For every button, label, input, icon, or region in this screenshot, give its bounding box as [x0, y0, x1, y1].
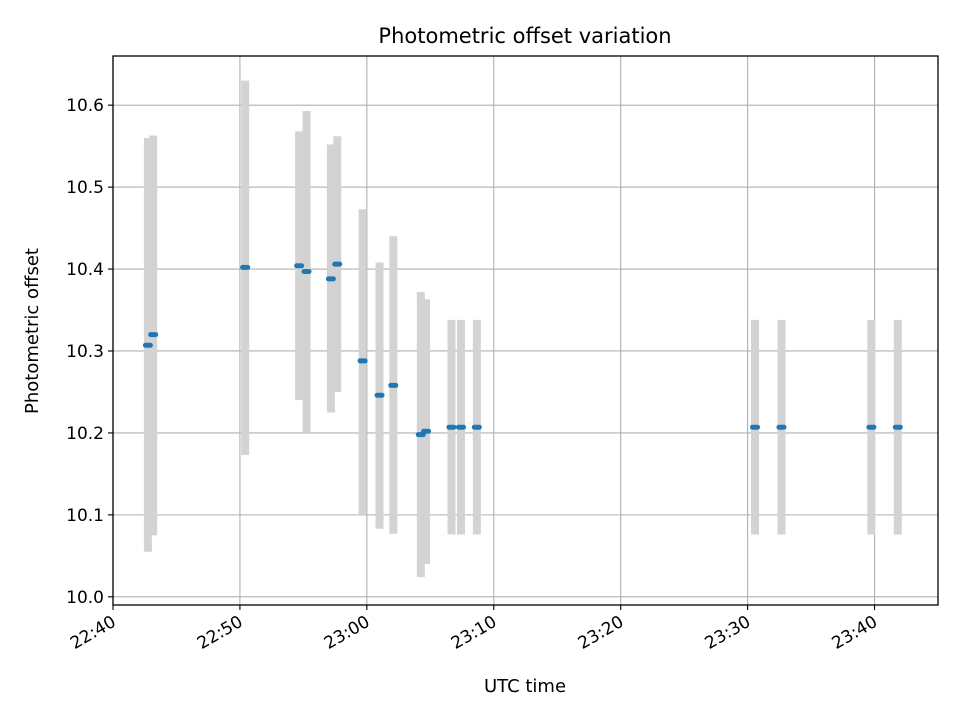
data-point: [301, 269, 312, 275]
data-point: [455, 424, 466, 430]
data-point: [374, 392, 385, 398]
data-point: [750, 424, 761, 430]
y-tick-label: 10.2: [66, 424, 104, 444]
data-point: [866, 424, 877, 430]
y-tick-label: 10.6: [66, 96, 104, 116]
y-tick-label: 10.1: [66, 506, 104, 526]
data-points: [142, 261, 903, 438]
y-tick-label: 10.5: [66, 178, 104, 198]
data-point: [776, 424, 787, 430]
y-axis-title: Photometric offset: [22, 248, 43, 414]
data-point: [240, 264, 251, 270]
data-point: [446, 424, 457, 430]
grid-lines: [112, 56, 938, 605]
data-point: [357, 358, 368, 364]
plot-frame: [112, 55, 939, 606]
y-tick-label: 10.3: [66, 342, 104, 362]
data-point: [421, 428, 432, 434]
data-point: [892, 424, 903, 430]
x-axis-title: UTC time: [484, 676, 566, 697]
data-point: [294, 263, 305, 269]
chart-title: Photometric offset variation: [378, 24, 671, 48]
data-point: [142, 342, 153, 348]
data-point: [388, 382, 399, 388]
y-tick-label: 10.0: [66, 588, 104, 608]
data-point: [471, 424, 482, 430]
data-point: [325, 276, 336, 282]
y-tick-label: 10.4: [66, 260, 104, 280]
data-point: [332, 261, 343, 267]
data-point: [148, 332, 159, 338]
y-axis-ticks: 10.0 10.1 10.2 10.3 10.4 10.5 10.6: [66, 96, 113, 608]
